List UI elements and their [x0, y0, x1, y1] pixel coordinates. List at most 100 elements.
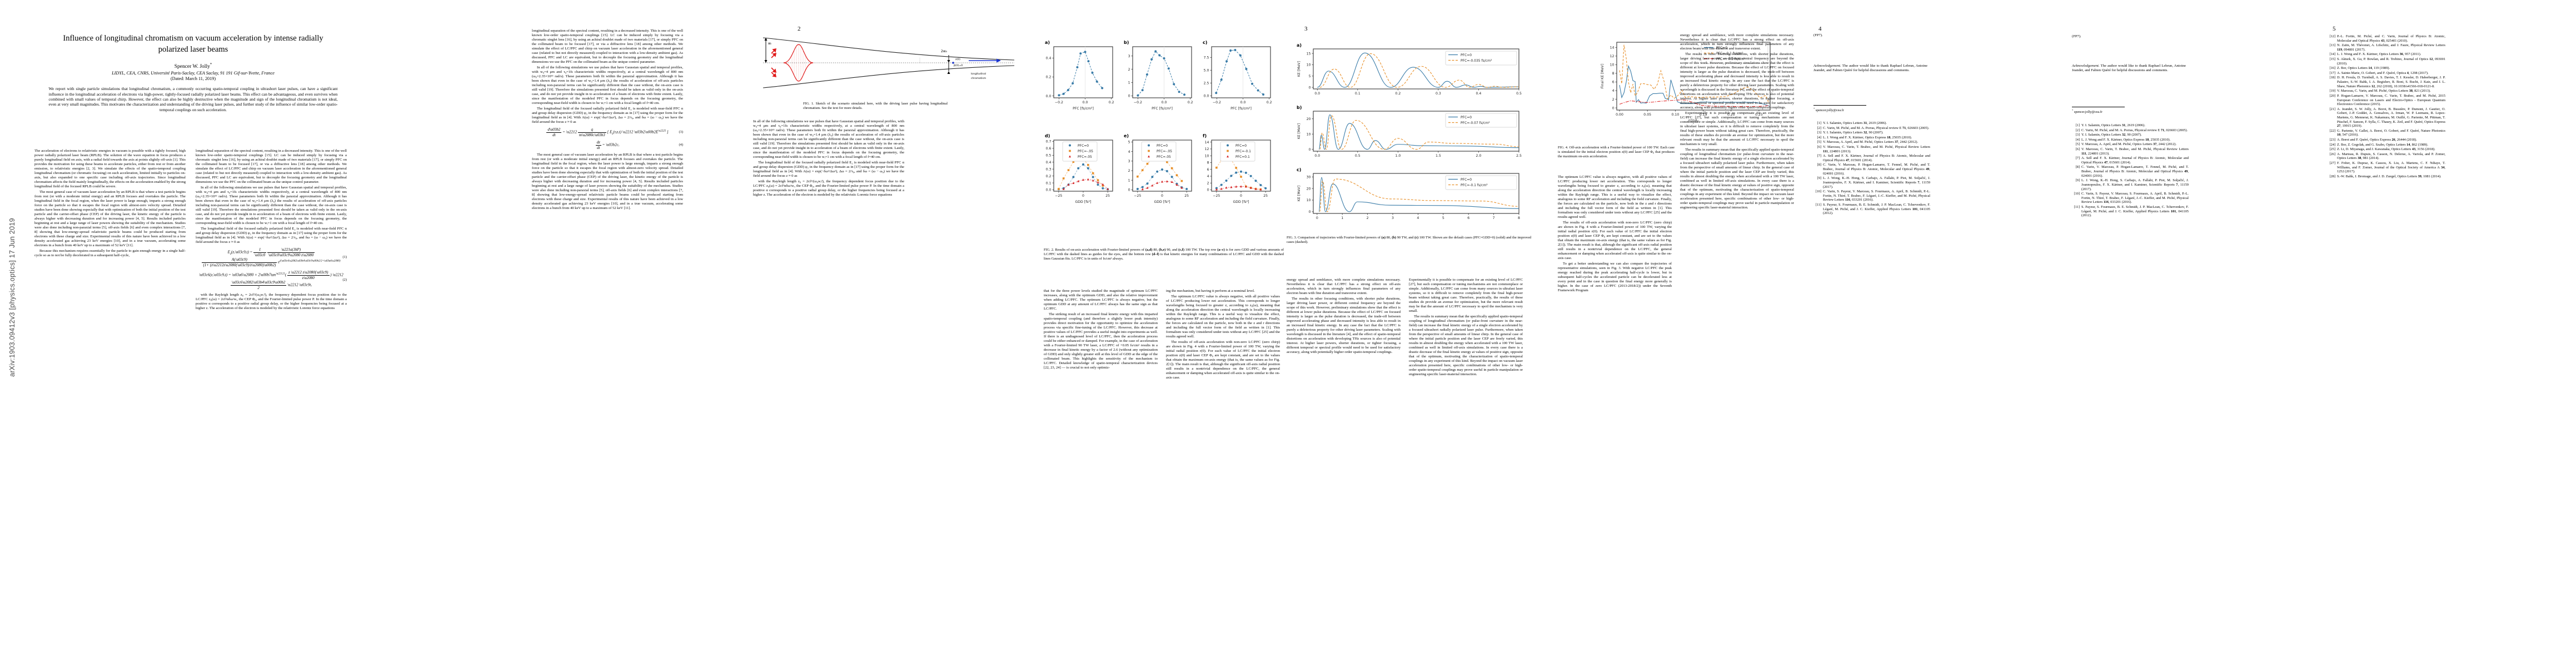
- reference-text: Y. I. Salamin, Optics Letters 32, 90 (20…: [1823, 131, 1884, 135]
- paper-title-line2: polarized laser beams: [158, 44, 228, 54]
- paragraph: In all of the following simulations we u…: [753, 120, 904, 159]
- svg-text:PFC=+0.1 fs/cm²: PFC=+0.1 fs/cm²: [1716, 57, 1745, 61]
- svg-text:PFC=-0.1 fs/cm²: PFC=-0.1 fs/cm²: [1461, 183, 1488, 187]
- footnotes: * spencer.jolly@cea.fr: [1813, 103, 1927, 113]
- reference-entry: [9] L. J. Wong, K.-H. Hong, S. Carbajo, A…: [2072, 178, 2189, 191]
- reference-text: N. Zaïm, M. Thévenet, A. Lifschitz, and …: [2337, 43, 2445, 52]
- svg-text:2.5: 2.5: [1516, 154, 1522, 158]
- reference-entry: [13] N. Zaïm, M. Thévenet, A. Lifschitz, …: [2328, 43, 2446, 52]
- figure-1-caption: FIG. 1. Sketch of the scenario simulated…: [803, 102, 948, 110]
- svg-text:e): e): [1124, 133, 1129, 138]
- wi-label: wᵢ: [768, 42, 771, 46]
- svg-text:30: 30: [1307, 175, 1311, 179]
- reference-number: [5]: [1817, 140, 1821, 145]
- page-number: 4: [1818, 26, 1822, 32]
- paragraph: To get a better understanding we can als…: [1558, 262, 1672, 292]
- reference-entry: [28] S.-W. Bahk, J. Bromage, and J. D. Zu…: [2328, 175, 2445, 179]
- paragraph: longitudinal separation of the spectral …: [196, 149, 347, 184]
- figure-2-caption: FIG. 2. Results of on-axis acceleration …: [1044, 248, 1284, 261]
- page-4: 4 0.00 0.05 0.10 0.15 0.20 0.25 0 2 4 6 8 10 12 14 r(0…: [1548, 0, 2062, 667]
- svg-text:PFC [fs/cm²]: PFC [fs/cm²]: [1152, 107, 1173, 111]
- svg-text:0.0: 0.0: [1083, 101, 1088, 104]
- svg-text:d): d): [1045, 133, 1050, 138]
- p3-column-left: that for the three power levels studied …: [1044, 289, 1158, 656]
- svg-text:0.3: 0.3: [1046, 167, 1052, 171]
- reference-entry: [21] A. Jeandet, S. W. Jolly, A. Borot, B…: [2328, 107, 2446, 128]
- svg-text:4: 4: [1207, 175, 1209, 178]
- svg-text:0.05: 0.05: [1643, 113, 1651, 117]
- svg-text:PFC=0: PFC=0: [1461, 178, 1472, 182]
- equation-3: d\u03b2 dt = \u2212 q m\u2080c\u03b3 [ Ez(…: [546, 127, 683, 137]
- reference-number: [17]: [2329, 71, 2336, 75]
- electron-dot: [952, 62, 954, 64]
- svg-text:−0.2: −0.2: [1055, 101, 1063, 104]
- paragraph: The results in other focusing conditions…: [1287, 297, 1401, 354]
- svg-text:0.0: 0.0: [1240, 101, 1246, 104]
- svg-text:PFC=0.1: PFC=0.1: [1235, 155, 1250, 159]
- svg-text:1.0: 1.0: [1395, 154, 1401, 158]
- reference-number: [5]: [2075, 142, 2080, 147]
- reference-entry: [1] Y. I. Salamin, Optics Letters 31, 261…: [1813, 121, 1930, 126]
- svg-text:0.2: 0.2: [1046, 175, 1052, 178]
- reference-text: A. Jeandet, S. W. Jolly, A. Borot, B. Bu…: [2337, 107, 2445, 128]
- reference-entry: [25] Z. Li, D. Miyanaga, and J. Kawanaka,…: [2328, 147, 2445, 152]
- svg-text:0.7: 0.7: [1046, 140, 1052, 144]
- panel-fig4: 0.00 0.05 0.10 0.15 0.20 0.25 0 2 4 6 8 10 12 14 r(0)/…: [1601, 42, 1771, 123]
- svg-text:0.00: 0.00: [1616, 113, 1623, 117]
- paragraph: energy spread and semblance, with more c…: [1680, 33, 1794, 51]
- svg-text:0.5: 0.5: [1516, 92, 1522, 96]
- reference-number: [14]: [2329, 52, 2336, 57]
- arxiv-stamp: arXiv:1903.09412v3 [physics.optics] 17 J…: [8, 218, 16, 377]
- svg-text:3: 3: [1392, 216, 1394, 220]
- beam-lower-envelope: [763, 65, 1015, 88]
- reference-entry: [7] A. Sell and F. X. Kärtner, Journal of…: [2072, 156, 2189, 165]
- reference-entry: [1] Y. I. Salamin, Optics Letters 31, 261…: [2072, 123, 2189, 128]
- reference-entry: [27] F. Fréter, K. Dupraz, K. Cassou, X. …: [2328, 161, 2446, 174]
- p5-column-left: (FP7).: [2072, 34, 2186, 146]
- paragraph: energy spread and semblance, with more c…: [1287, 278, 1401, 295]
- reference-number: [7]: [1817, 154, 1821, 158]
- reference-number: [20]: [2329, 93, 2336, 98]
- paragraph: The optimum LC/PFC value is always negat…: [1558, 175, 1672, 219]
- p2-column-left: longitudinal separation of the spectral …: [532, 29, 683, 640]
- reference-number: [26]: [2329, 152, 2336, 156]
- svg-text:0.0: 0.0: [1046, 188, 1052, 192]
- reference-entry: [16] Z. Bor, Optics Letters 14, 119 (1989…: [2328, 66, 2445, 71]
- svg-text:PFC [fs/cm²]: PFC [fs/cm²]: [1073, 107, 1094, 111]
- svg-text:5: 5: [1309, 74, 1311, 78]
- figure-2-caption-wrap: FIG. 2. Results of on-axis acceleration …: [1044, 246, 1284, 264]
- svg-text:1: 1: [1341, 216, 1343, 220]
- svg-text:PFC=-0.035 fs/cm²: PFC=-0.035 fs/cm²: [1461, 59, 1492, 63]
- panel-fig3a: a) 0.0 0.1 0.2 0.3 0.4 0.5 0 5 10 15 KE [MeV] PFC=0 P…: [1297, 43, 1522, 96]
- reference-number: [27]: [2329, 161, 2336, 166]
- paragraph: The most general case of vacuum laser ac…: [34, 190, 186, 247]
- svg-text:0.1: 0.1: [1355, 92, 1361, 96]
- reference-number: [6]: [2075, 147, 2080, 152]
- reference-number: [9]: [1817, 176, 1821, 181]
- reference-number: [11]: [1815, 202, 1821, 207]
- svg-text:3: 3: [1128, 54, 1130, 58]
- svg-text:12: 12: [1610, 54, 1615, 58]
- svg-text:0.25: 0.25: [1755, 113, 1763, 117]
- svg-text:0: 0: [1612, 106, 1615, 110]
- svg-text:10: 10: [1307, 63, 1311, 67]
- svg-text:0.3: 0.3: [1436, 92, 1441, 96]
- svg-text:12: 12: [1205, 147, 1209, 151]
- reference-text: L. J. Wong, K.-H. Hong, S. Carbajo, A. F…: [2081, 178, 2189, 191]
- paragraph: The acceleration of electrons to relativ…: [34, 149, 186, 188]
- svg-text:3: 3: [1128, 160, 1130, 163]
- paragraph: The striking result of an increased fina…: [1044, 312, 1158, 370]
- reference-number: [1]: [2075, 123, 2080, 127]
- svg-text:0.0: 0.0: [1314, 92, 1320, 96]
- reference-text: A. Marteau, R. Dupuis, S. Casson, N. Del…: [2337, 152, 2445, 161]
- svg-text:2.0: 2.0: [1476, 154, 1482, 158]
- svg-text:PFC=0: PFC=0: [1461, 116, 1472, 120]
- svg-text:6: 6: [1207, 168, 1209, 172]
- svg-text:8: 8: [1612, 72, 1615, 76]
- reference-entry: [26] A. Marteau, R. Dupuis, S. Casson, N.…: [2328, 152, 2446, 161]
- reference-entry: [5] V. Marceau, A. April, and M. Piché, O…: [2072, 142, 2189, 147]
- svg-text:2: 2: [1367, 216, 1369, 220]
- svg-text:10: 10: [1307, 198, 1311, 202]
